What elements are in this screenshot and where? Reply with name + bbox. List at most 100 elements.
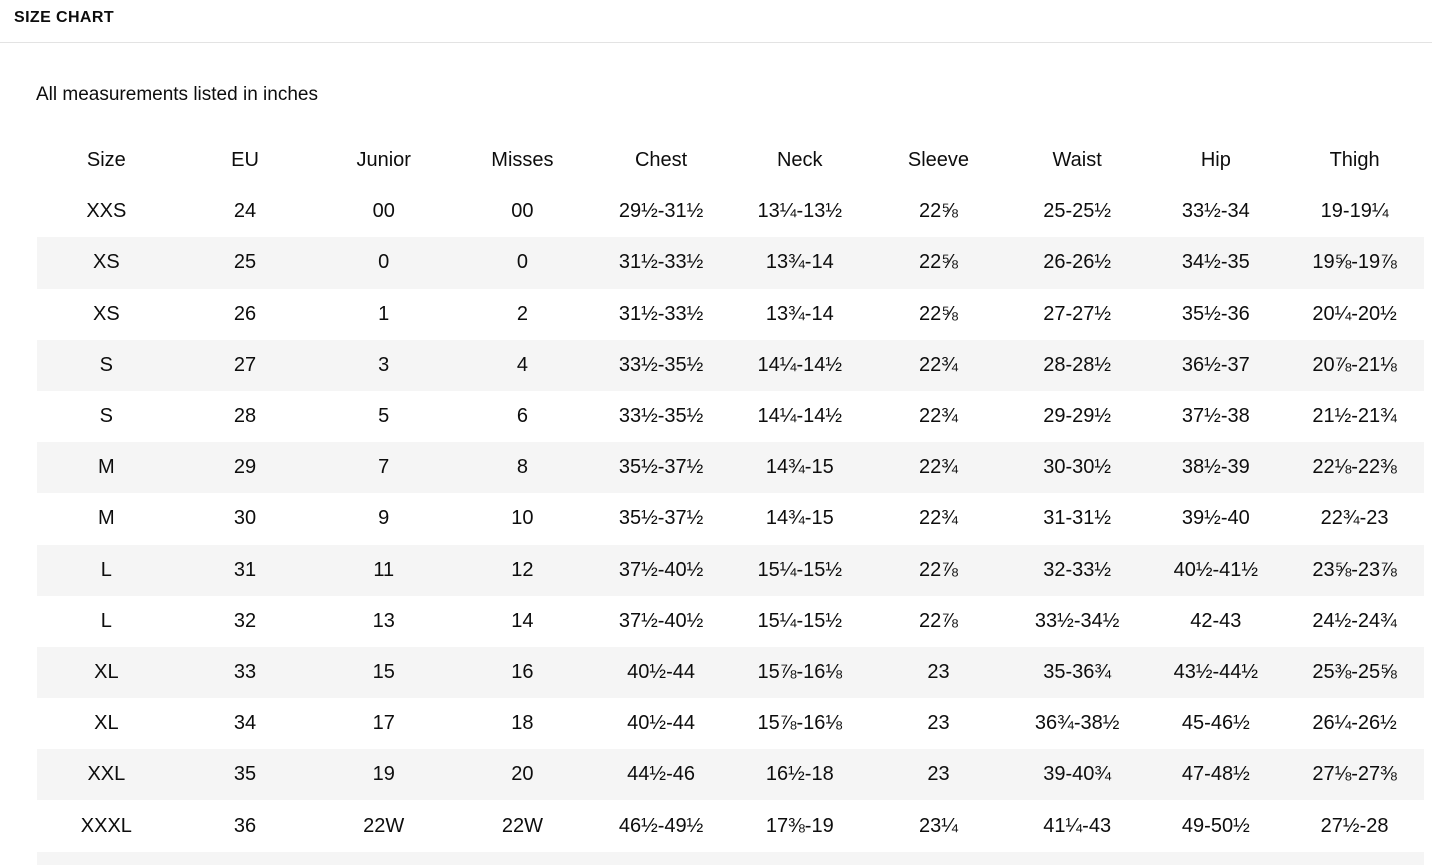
table-cell: 43½-44½ [1173, 660, 1259, 683]
table-row: L 32 13 14 37½-40½ 15¼-15½ 22⅞ 33½-34½ 42-43 24½-… [37, 596, 1424, 647]
table-cell: XL [94, 660, 119, 683]
table-cell: 23⅝-23⅞ [1312, 558, 1397, 581]
table-cell: 6 [516, 405, 528, 428]
table-cell: 36 [233, 814, 257, 837]
measurements-note: All measurements listed in inches [36, 84, 318, 105]
table-cell: 26¼-26½ [1312, 712, 1397, 735]
column-header-misses: Misses [491, 149, 554, 172]
table-cell: 23 [927, 660, 950, 683]
table-cell: 20⅞-21⅛ [1312, 353, 1397, 376]
column-header-thigh: Thigh [1329, 149, 1380, 172]
column-header-waist: Waist [1052, 149, 1102, 172]
table-cell: 20¼-20½ [1312, 302, 1397, 325]
table-cell: 32-33½ [1043, 558, 1112, 581]
table-cell: 16 [511, 660, 534, 683]
table-cell: 35-36¾ [1043, 660, 1112, 683]
table-cell: 29½-31½ [618, 200, 704, 223]
header-divider [0, 42, 1432, 43]
table-cell: 34½-35 [1181, 251, 1250, 274]
table-body: XXS 24 00 00 29½-31½ 13¼-13½ 22⅝ 25-25½ 33½-34 19… [37, 186, 1424, 851]
table-cell: 45-46½ [1181, 712, 1250, 735]
table-cell: 30-30½ [1043, 456, 1112, 479]
size-chart-table: Size EU Junior Misses Chest Neck Sleeve Waist Hi… [37, 135, 1424, 852]
table-row: XXXL 36 22W 22W 46½-49½ 17⅜-19 23¼ 41¼-43 49-50½… [37, 800, 1424, 851]
table-cell: 13¾-14 [765, 251, 834, 274]
column-header-eu: EU [231, 149, 259, 172]
table-row: XXL 35 19 20 44½-46 16½-18 23 39-40¾ 47-48½ 27⅛-2… [37, 749, 1424, 801]
table-cell: 14¼-14½ [757, 405, 843, 428]
table-cell: 25⅜-25⅝ [1312, 660, 1397, 683]
table-cell: 22⅝ [919, 251, 958, 274]
table-cell: 11 [373, 558, 395, 581]
table-cell: XL [94, 712, 119, 735]
table-cell: 27½-28 [1320, 814, 1389, 837]
table-cell: 15⅞-16⅛ [757, 660, 843, 683]
table-cell: 7 [378, 456, 390, 479]
table-cell: 12 [511, 558, 534, 581]
table-cell: 31½-33½ [618, 302, 704, 325]
table-cell: 41¼-43 [1043, 814, 1112, 837]
column-header-size: Size [86, 149, 126, 172]
table-cell: 22¾ [919, 353, 958, 376]
table-cell: 29 [233, 456, 257, 479]
table-row: L 31 11 12 37½-40½ 15¼-15½ 22⅞ 32-33½ 40½-41½ 23⅝… [37, 544, 1424, 596]
table-cell: 46½-49½ [618, 814, 704, 837]
column-header-neck: Neck [776, 149, 823, 172]
table-cell: M [98, 507, 115, 530]
table-row: S 27 3 4 33½-35½ 14¼-14½ 22¾ 28-28½ 36½-37 20⅞-21… [37, 339, 1424, 391]
table-cell: 5 [378, 405, 390, 428]
table-cell: 22¾ [919, 456, 958, 479]
table-cell: 0 [516, 251, 528, 274]
table-cell: 40½-44 [627, 660, 696, 683]
table-cell: 23 [927, 712, 950, 735]
table-cell: 17⅜-19 [765, 814, 834, 837]
table-cell: 14¼-14½ [757, 353, 843, 376]
table-row: S 28 5 6 33½-35½ 14¼-14½ 22¾ 29-29½ 37½-38 21½-21… [37, 391, 1424, 442]
table-cell: 22W [501, 814, 543, 837]
table-cell: 22⅝ [919, 302, 958, 325]
table-row: M 30 9 10 35½-37½ 14¾-15 22¾ 31-31½ 39½-40 22¾-23 [37, 493, 1424, 544]
table-cell: 14¾-15 [765, 507, 834, 530]
table-cell: S [99, 353, 114, 376]
table-row: XXS 24 00 00 29½-31½ 13¼-13½ 22⅝ 25-25½ 33½-34 19… [37, 186, 1424, 237]
table-cell: 18 [511, 712, 534, 735]
table-cell: 36½-37 [1181, 353, 1250, 376]
table-cell: 37½-40½ [618, 558, 704, 581]
table-cell: 20 [511, 763, 534, 786]
table-cell: 19 [372, 763, 395, 786]
table-cell: 15⅞-16⅛ [757, 712, 843, 735]
table-cell: 23¼ [919, 814, 958, 837]
table-cell: 22⅞ [919, 558, 958, 581]
table-cell: 28 [233, 405, 257, 428]
table-cell: 33½-35½ [618, 353, 704, 376]
table-cell: 33½-34½ [1034, 609, 1120, 632]
table-cell: 19-19¼ [1320, 200, 1389, 223]
table-cell: 27⅛-27⅜ [1312, 763, 1397, 786]
table-cell: 31½-33½ [618, 251, 704, 274]
table-cell: 13 [372, 609, 395, 632]
table-cell: 22¾-23 [1320, 507, 1389, 530]
table-cell: 31 [233, 558, 257, 581]
table-cell: 42-43 [1190, 609, 1242, 632]
table-cell: 22⅛-22⅜ [1312, 456, 1397, 479]
table-cell: XXXL [80, 814, 132, 837]
table-cell: 44½-46 [627, 763, 696, 786]
table-cell: 26 [233, 302, 257, 325]
table-cell: 25-25½ [1043, 200, 1112, 223]
table-cell: 31-31½ [1043, 507, 1112, 530]
table-cell: 29-29½ [1043, 405, 1112, 428]
table-cell: 49-50½ [1181, 814, 1250, 837]
table-cell: 15¼-15½ [757, 609, 843, 632]
table-cell: 37½-38 [1181, 405, 1250, 428]
table-cell: 35½-36 [1181, 302, 1250, 325]
table-cell: 2 [516, 302, 528, 325]
table-cell: 30 [233, 507, 257, 530]
table-cell: 15¼-15½ [757, 558, 843, 581]
table-cell: 22W [363, 814, 405, 837]
table-cell: 36¾-38½ [1034, 712, 1120, 735]
table-cell: 14 [511, 609, 534, 632]
table-cell: 00 [511, 200, 534, 223]
table-cell: 23 [927, 763, 950, 786]
table-cell: 24½-24¾ [1312, 609, 1397, 632]
table-cell: 19⅝-19⅞ [1312, 251, 1397, 274]
